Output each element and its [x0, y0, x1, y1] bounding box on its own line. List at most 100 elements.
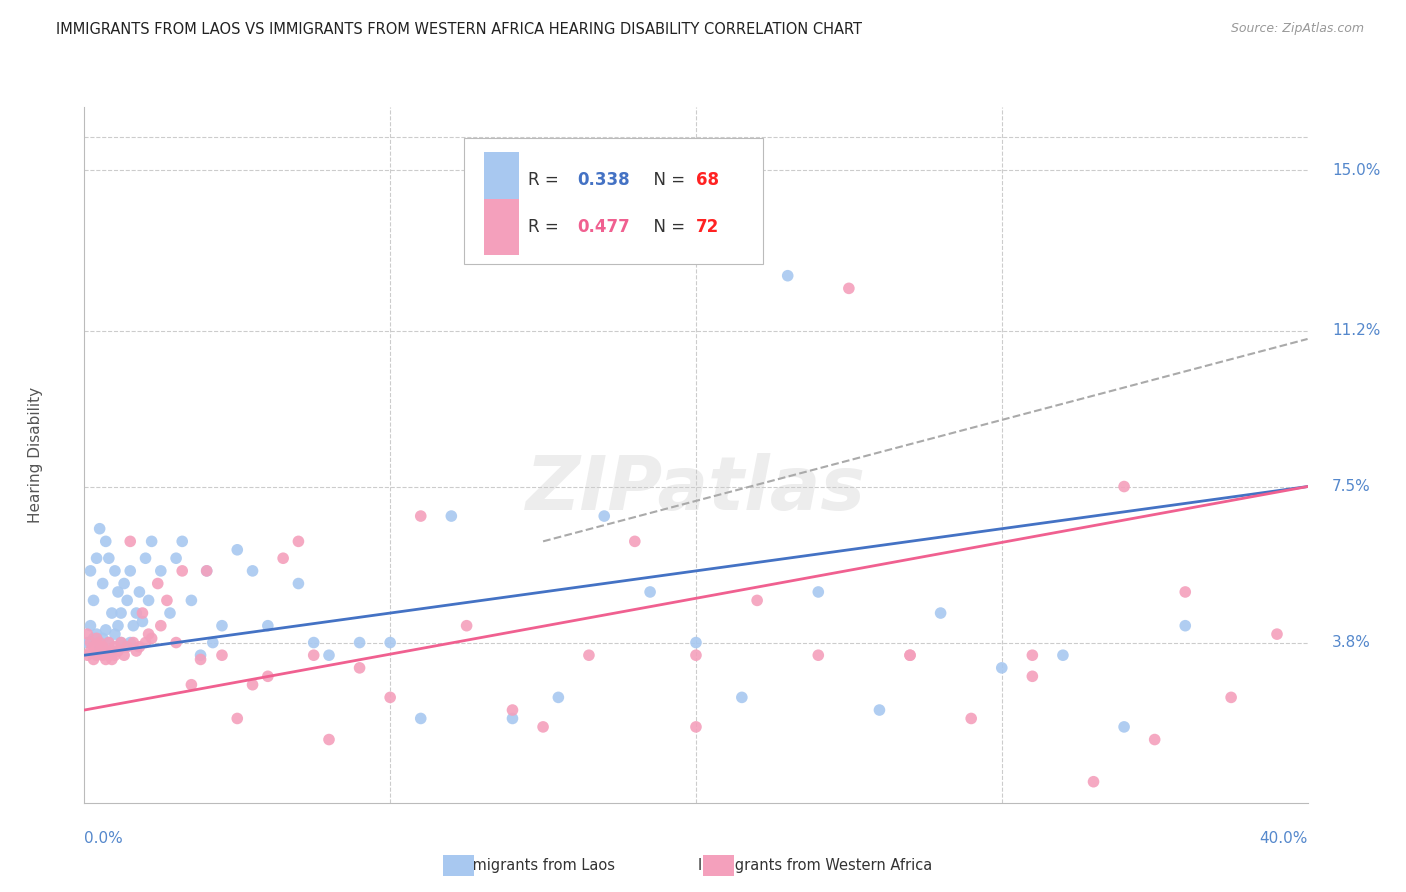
Bar: [484, 152, 519, 208]
Point: [257, 618, 280, 632]
Point: [79, 618, 101, 632]
Point: [638, 585, 661, 599]
Point: [242, 678, 264, 692]
Point: [180, 678, 202, 692]
Point: [122, 635, 145, 649]
Point: [141, 534, 163, 549]
Point: [593, 509, 616, 524]
Point: [195, 564, 218, 578]
Point: [190, 648, 212, 663]
Point: [172, 564, 194, 578]
Point: [349, 635, 371, 649]
Point: [159, 606, 181, 620]
Point: [110, 635, 132, 649]
Point: [94, 644, 117, 658]
Point: [1021, 669, 1043, 683]
Point: [349, 661, 371, 675]
Point: [131, 606, 153, 620]
Point: [110, 606, 132, 620]
Point: [101, 606, 124, 620]
Point: [898, 648, 921, 663]
Point: [83, 640, 105, 654]
Point: [745, 593, 768, 607]
Point: [211, 648, 233, 663]
Point: [1174, 618, 1197, 632]
Point: [89, 640, 111, 654]
Point: [94, 623, 117, 637]
Point: [624, 534, 647, 549]
Point: [120, 635, 142, 649]
Point: [456, 618, 478, 632]
Point: [271, 551, 294, 566]
Point: [83, 652, 105, 666]
Point: [149, 564, 172, 578]
Point: [112, 576, 135, 591]
Point: [107, 585, 129, 599]
Point: [89, 635, 111, 649]
Point: [125, 644, 148, 658]
Point: [89, 644, 111, 658]
Point: [380, 690, 402, 705]
Point: [97, 551, 120, 566]
Point: [94, 652, 117, 666]
Point: [201, 635, 224, 649]
Text: 0.338: 0.338: [578, 170, 630, 189]
Text: 40.0%: 40.0%: [1260, 830, 1308, 846]
Text: N =: N =: [644, 170, 690, 189]
Point: [1083, 774, 1105, 789]
Point: [1143, 732, 1166, 747]
Point: [807, 585, 830, 599]
Point: [83, 593, 105, 607]
Point: [685, 648, 707, 663]
Point: [104, 648, 127, 663]
Point: [287, 534, 309, 549]
Point: [120, 564, 142, 578]
Point: [125, 606, 148, 620]
Point: [101, 652, 124, 666]
Point: [990, 661, 1012, 675]
Text: 72: 72: [696, 218, 720, 236]
Point: [97, 635, 120, 649]
Point: [180, 593, 202, 607]
Point: [165, 551, 187, 566]
Text: 15.0%: 15.0%: [1331, 163, 1381, 178]
Point: [685, 720, 707, 734]
Point: [79, 644, 101, 658]
Point: [76, 648, 98, 663]
Point: [380, 635, 402, 649]
Point: [104, 640, 127, 654]
Point: [1052, 648, 1074, 663]
Point: [89, 522, 111, 536]
Point: [409, 509, 432, 524]
Point: [501, 711, 523, 725]
Point: [1220, 690, 1243, 705]
Point: [287, 576, 309, 591]
Point: [97, 635, 120, 649]
Point: [86, 627, 108, 641]
Bar: [484, 199, 519, 255]
Point: [226, 711, 249, 725]
Point: [1114, 720, 1136, 734]
Text: Source: ZipAtlas.com: Source: ZipAtlas.com: [1230, 22, 1364, 36]
FancyBboxPatch shape: [464, 138, 763, 263]
Point: [83, 632, 105, 646]
Text: 3.8%: 3.8%: [1331, 635, 1371, 650]
Text: Immigrants from Western Africa: Immigrants from Western Africa: [699, 858, 932, 872]
Point: [578, 648, 600, 663]
Point: [1174, 585, 1197, 599]
Point: [318, 732, 340, 747]
Point: [128, 640, 150, 654]
Point: [104, 564, 127, 578]
Point: [190, 652, 212, 666]
Text: ZIPatlas: ZIPatlas: [526, 453, 866, 526]
Text: Hearing Disability: Hearing Disability: [28, 387, 44, 523]
Text: R =: R =: [529, 170, 564, 189]
Point: [91, 632, 114, 646]
Point: [128, 585, 150, 599]
Point: [1021, 648, 1043, 663]
Text: 0.0%: 0.0%: [84, 830, 124, 846]
Point: [107, 644, 129, 658]
Point: [869, 703, 891, 717]
Point: [838, 281, 860, 295]
Point: [97, 648, 120, 663]
